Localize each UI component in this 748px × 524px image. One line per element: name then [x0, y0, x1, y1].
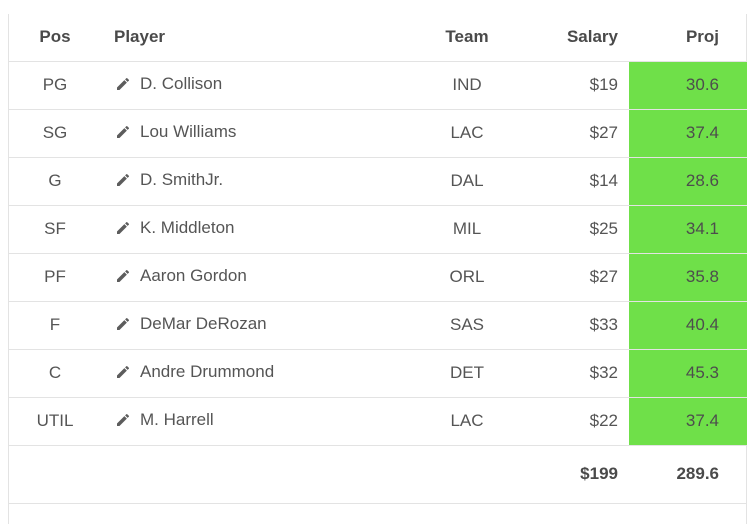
player-name: Andre Drummond — [140, 361, 275, 381]
position-cell: PF — [9, 253, 101, 302]
header-proj: Proj — [629, 14, 747, 62]
total-salary: $199 — [513, 445, 629, 504]
proj-cell: 37.4 — [629, 109, 747, 158]
player-cell: Aaron Gordon — [101, 253, 421, 302]
player-name: Aaron Gordon — [140, 265, 247, 285]
player-cell: D. SmithJr. — [101, 157, 421, 206]
player-cell: DeMar DeRozan — [101, 301, 421, 350]
pencil-icon[interactable] — [114, 363, 131, 380]
table-row: G D. SmithJr. DAL $14 28.6 — [9, 157, 747, 206]
pencil-icon[interactable] — [114, 411, 131, 428]
team-cell: MIL — [421, 205, 513, 254]
player-name: K. Middleton — [140, 217, 235, 237]
salary-cell: $27 — [513, 253, 629, 302]
header-pos: Pos — [9, 14, 101, 62]
player-cell: Lou Williams — [101, 109, 421, 158]
proj-cell: 28.6 — [629, 157, 747, 206]
table-row: PG D. Collison IND $19 30.6 — [9, 61, 747, 110]
lineup-table-footer: $199 289.6 — [9, 445, 747, 504]
player-cell: Andre Drummond — [101, 349, 421, 398]
team-cell: ORL — [421, 253, 513, 302]
player-name: M. Harrell — [140, 409, 214, 429]
position-cell: UTIL — [9, 397, 101, 446]
pencil-icon[interactable] — [114, 171, 131, 188]
lineup-table-body: PG D. Collison IND $19 30.6 SG — [9, 61, 747, 446]
proj-cell: 45.3 — [629, 349, 747, 398]
table-row: SF K. Middleton MIL $25 34.1 — [9, 205, 747, 254]
position-cell: SF — [9, 205, 101, 254]
salary-cell: $33 — [513, 301, 629, 350]
totals-player-cell — [101, 445, 421, 504]
player-cell: K. Middleton — [101, 205, 421, 254]
team-cell: LAC — [421, 109, 513, 158]
salary-cell: $25 — [513, 205, 629, 254]
proj-cell: 34.1 — [629, 205, 747, 254]
salary-cell: $14 — [513, 157, 629, 206]
position-cell: PG — [9, 61, 101, 110]
pencil-icon[interactable] — [114, 123, 131, 140]
table-row: F DeMar DeRozan SAS $33 40.4 — [9, 301, 747, 350]
proj-cell: 35.8 — [629, 253, 747, 302]
lineup-panel: Pos Player Team Salary Proj PG D. Collis… — [8, 14, 747, 524]
salary-cell: $19 — [513, 61, 629, 110]
position-cell: G — [9, 157, 101, 206]
table-row: C Andre Drummond DET $32 45.3 — [9, 349, 747, 398]
position-cell: C — [9, 349, 101, 398]
totals-team-cell — [421, 445, 513, 504]
position-cell: SG — [9, 109, 101, 158]
salary-cell: $32 — [513, 349, 629, 398]
team-cell: DET — [421, 349, 513, 398]
lineup-table-header: Pos Player Team Salary Proj — [9, 14, 747, 62]
salary-cell: $27 — [513, 109, 629, 158]
player-cell: M. Harrell — [101, 397, 421, 446]
pencil-icon[interactable] — [114, 75, 131, 92]
team-cell: DAL — [421, 157, 513, 206]
player-name: D. Collison — [140, 73, 223, 93]
salary-cell: $22 — [513, 397, 629, 446]
team-cell: SAS — [421, 301, 513, 350]
proj-cell: 37.4 — [629, 397, 747, 446]
team-cell: IND — [421, 61, 513, 110]
proj-cell: 30.6 — [629, 61, 747, 110]
team-cell: LAC — [421, 397, 513, 446]
header-team: Team — [421, 14, 513, 62]
totals-pos-cell — [9, 445, 101, 504]
total-proj: 289.6 — [629, 445, 747, 504]
proj-cell: 40.4 — [629, 301, 747, 350]
pencil-icon[interactable] — [114, 267, 131, 284]
player-cell: D. Collison — [101, 61, 421, 110]
lineup-table: Pos Player Team Salary Proj PG D. Collis… — [9, 14, 747, 504]
pencil-icon[interactable] — [114, 315, 131, 332]
player-name: D. SmithJr. — [140, 169, 224, 189]
table-row: UTIL M. Harrell LAC $22 37.4 — [9, 397, 747, 446]
header-salary: Salary — [513, 14, 629, 62]
player-name: DeMar DeRozan — [140, 313, 267, 333]
header-player: Player — [101, 14, 421, 62]
table-row: PF Aaron Gordon ORL $27 35.8 — [9, 253, 747, 302]
table-row: SG Lou Williams LAC $27 37.4 — [9, 109, 747, 158]
position-cell: F — [9, 301, 101, 350]
totals-row: $199 289.6 — [9, 445, 747, 504]
player-name: Lou Williams — [140, 121, 237, 141]
pencil-icon[interactable] — [114, 219, 131, 236]
